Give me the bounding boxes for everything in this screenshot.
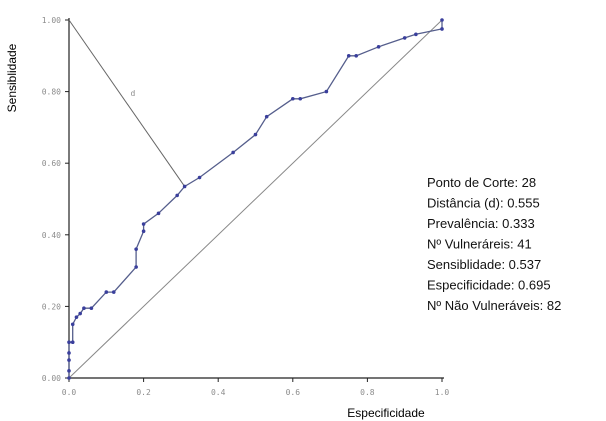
roc-point: [141, 222, 146, 226]
roc-point: [253, 132, 258, 137]
distance-label: d: [131, 89, 136, 98]
roc-point: [354, 54, 359, 58]
reference-line: [68, 19, 443, 379]
roc-point: [402, 36, 407, 40]
roc-point: [111, 290, 116, 294]
x-tick-label: 0.0: [62, 388, 77, 397]
roc-point: [197, 175, 202, 180]
roc-point: [324, 89, 329, 94]
roc-point: [182, 184, 187, 189]
roc-point: [78, 311, 82, 316]
roc-point: [67, 340, 71, 345]
roc-point: [175, 193, 179, 198]
stat-line: Nº Não Vulneráveis: 82: [427, 298, 561, 313]
stat-line: Prevalência: 0.333: [427, 216, 535, 231]
y-tick-label: 0.80: [42, 88, 61, 97]
stats-panel: Ponto de Corte: 28 Distância (d): 0.555 Pr…: [427, 175, 561, 313]
roc-point: [134, 265, 138, 269]
x-axis-label: Especificidade: [347, 406, 425, 420]
roc-point: [70, 340, 75, 345]
roc-curve: [68, 20, 443, 378]
distance-segment: [68, 19, 186, 187]
roc-point: [414, 32, 418, 37]
stat-line: Especificidade: 0.695: [427, 278, 551, 293]
roc-point: [291, 96, 295, 101]
y-tick-label: 0.00: [42, 374, 61, 383]
x-tick-label: 0.4: [211, 388, 226, 397]
stat-line: Sensiblidade: 0.537: [427, 257, 541, 272]
roc-point: [67, 351, 71, 355]
roc-point: [440, 27, 444, 31]
y-tick-label: 0.40: [42, 231, 61, 240]
y-tick-label: 0.60: [42, 159, 61, 168]
roc-point: [440, 18, 444, 22]
y-axis-label: Sensiblidade: [5, 43, 19, 112]
roc-point: [67, 369, 71, 373]
roc-point: [264, 114, 269, 119]
roc-point: [298, 96, 303, 101]
roc-point: [74, 315, 79, 319]
roc-point: [134, 247, 138, 251]
x-tick-label: 0.2: [136, 388, 151, 397]
roc-point: [141, 229, 146, 234]
x-tick-label: 0.8: [360, 388, 375, 397]
roc-point: [82, 306, 86, 310]
x-tick-label: 1.0: [435, 388, 450, 397]
roc-point: [104, 290, 109, 294]
roc-point: [67, 376, 71, 380]
x-tick-label: 0.6: [286, 388, 301, 397]
roc-point: [156, 211, 161, 216]
stat-line: Ponto de Corte: 28: [427, 175, 536, 190]
stat-line: Nº Vulneráreis: 41: [427, 237, 532, 252]
roc-point: [67, 358, 71, 362]
roc-point: [89, 306, 94, 310]
y-tick-label: 1.00: [42, 16, 61, 25]
y-tick-label: 0.20: [42, 302, 61, 311]
roc-point: [231, 150, 235, 155]
plot-area: 0.0 0.2 0.4 0.6 0.8 1.0 0.00 0.20 0.40 0.60 0.80 1.…: [42, 16, 450, 397]
roc-point: [70, 322, 75, 327]
roc-point: [376, 45, 381, 49]
stat-line: Distância (d): 0.555: [427, 196, 540, 211]
roc-point: [346, 54, 351, 58]
